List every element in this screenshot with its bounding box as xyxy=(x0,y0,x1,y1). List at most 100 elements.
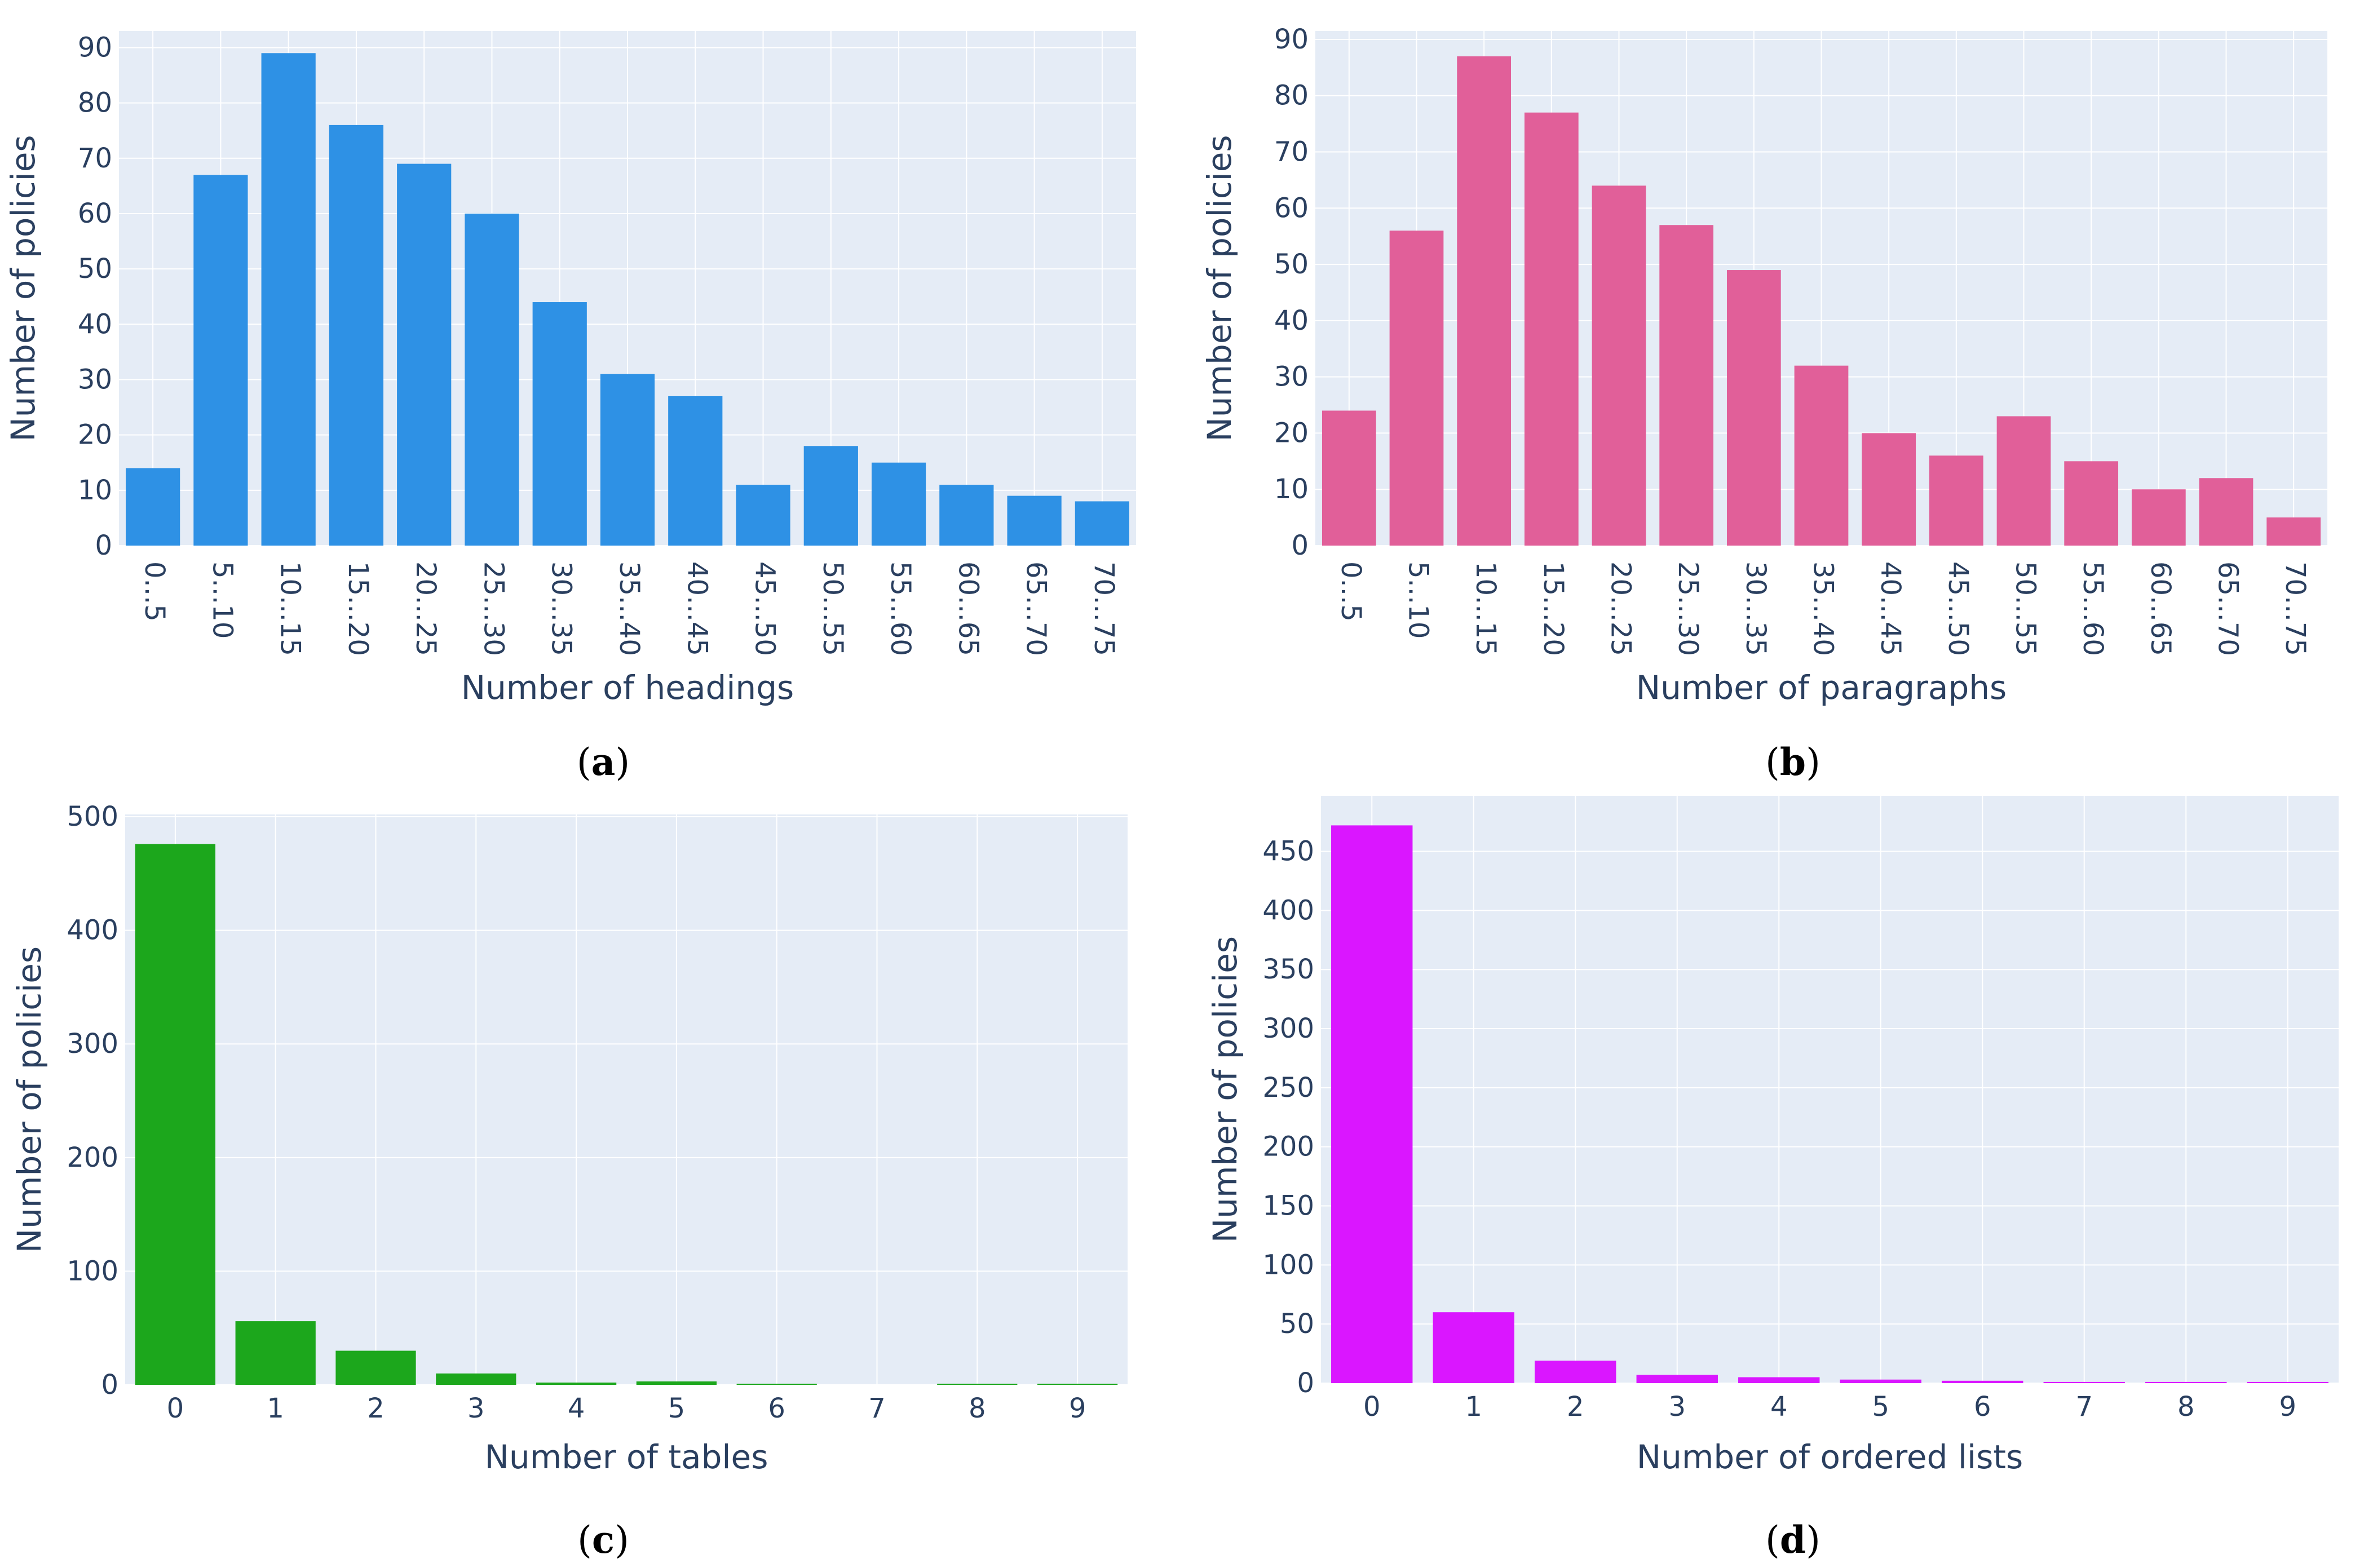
x-tick-label: 60...65 xyxy=(952,561,984,656)
x-tick-label: 7 xyxy=(868,1393,886,1424)
bar-b-8 xyxy=(1862,433,1916,546)
panel-label-letter: a xyxy=(591,740,616,784)
panel-label-open: ( xyxy=(577,741,591,784)
panel-label-close: ) xyxy=(615,741,630,784)
x-tick-label: 9 xyxy=(1069,1393,1086,1424)
y-tick-label: 70 xyxy=(1274,136,1309,168)
bar-d-3 xyxy=(1636,1375,1718,1383)
y-tick-label: 300 xyxy=(67,1028,118,1060)
y-tick-label: 90 xyxy=(1274,24,1309,55)
bar-b-6 xyxy=(1726,270,1781,546)
plot-area xyxy=(1321,796,2339,1383)
bar-a-7 xyxy=(600,374,655,546)
x-tick-label: 15...20 xyxy=(342,561,374,656)
bar-a-1 xyxy=(193,175,248,546)
y-tick-label: 80 xyxy=(78,87,112,119)
y-tick-label: 60 xyxy=(1274,192,1309,224)
y-tick-label: 0 xyxy=(1291,530,1309,561)
x-tick-label: 45...50 xyxy=(1942,561,1974,656)
x-tick-label: 2 xyxy=(1567,1391,1584,1423)
y-tick-label: 40 xyxy=(1274,305,1309,336)
y-tick-label: 250 xyxy=(1262,1072,1314,1104)
panel-label-open: ( xyxy=(1765,1518,1780,1562)
panel-label-open: ( xyxy=(1765,741,1780,784)
bar-b-13 xyxy=(2199,478,2253,546)
y-tick-label: 50 xyxy=(1280,1308,1314,1340)
bar-a-13 xyxy=(1007,495,1062,546)
y-tick-label: 450 xyxy=(1262,836,1314,867)
panel-label: (b) xyxy=(1765,740,1820,784)
x-tick-label: 70...75 xyxy=(2279,561,2311,656)
x-tick-label: 15...20 xyxy=(1537,561,1569,656)
bar-c-4 xyxy=(536,1382,617,1385)
y-tick-label: 20 xyxy=(1274,417,1309,449)
x-tick-label: 6 xyxy=(768,1393,785,1424)
bar-b-14 xyxy=(2266,517,2321,546)
x-tick-label: 0...5 xyxy=(1335,561,1367,622)
x-tick-label: 65...70 xyxy=(1020,561,1052,656)
bar-c-9 xyxy=(1037,1383,1118,1385)
bar-d-4 xyxy=(1738,1377,1820,1383)
y-tick-label: 0 xyxy=(101,1369,118,1401)
panel-label: (c) xyxy=(577,1518,629,1562)
panel-label-open: ( xyxy=(577,1518,592,1562)
x-tick-label: 8 xyxy=(969,1393,986,1424)
panel-label-close: ) xyxy=(1806,741,1820,784)
x-axis-title: Number of headings xyxy=(461,668,794,707)
bar-b-0 xyxy=(1322,410,1376,546)
y-tick-label: 300 xyxy=(1262,1013,1314,1044)
x-axis-title: Number of paragraphs xyxy=(1636,668,2007,707)
y-tick-label: 30 xyxy=(1274,361,1309,393)
bar-d-1 xyxy=(1433,1312,1514,1383)
bar-b-11 xyxy=(2064,461,2119,546)
x-tick-label: 0...5 xyxy=(139,561,170,622)
chart-c: 0 100 200 300 400 500 0 1 2 3 4 5 6 7 8 9 Number of tabl… xyxy=(10,801,1128,1562)
x-tick-label: 10...15 xyxy=(275,561,306,656)
bar-d-8 xyxy=(2145,1381,2227,1383)
bar-a-2 xyxy=(261,53,316,546)
bar-b-12 xyxy=(2131,489,2186,546)
bar-a-14 xyxy=(1075,501,1129,546)
y-axis-title: Number of policies xyxy=(4,135,42,441)
bar-a-8 xyxy=(668,396,723,546)
x-tick-label: 3 xyxy=(467,1393,485,1424)
x-tick-label: 30...35 xyxy=(1740,561,1771,656)
bar-c-5 xyxy=(636,1381,717,1385)
bar-a-3 xyxy=(329,125,384,546)
x-axis-title: Number of tables xyxy=(485,1438,768,1476)
bar-d-2 xyxy=(1535,1361,1616,1383)
y-tick-label: 100 xyxy=(67,1255,118,1287)
bar-c-3 xyxy=(436,1373,516,1385)
y-tick-label: 10 xyxy=(78,475,112,506)
x-tick-label: 1 xyxy=(1465,1391,1482,1423)
y-axis-title: Number of policies xyxy=(1200,135,1239,441)
y-tick-label: 10 xyxy=(1274,473,1309,505)
x-tick-label: 4 xyxy=(568,1393,585,1424)
bar-b-9 xyxy=(1929,455,1983,546)
panel-label-letter: b xyxy=(1780,740,1806,784)
bar-b-7 xyxy=(1794,365,1849,546)
y-tick-label: 80 xyxy=(1274,80,1309,112)
x-tick-label: 20...25 xyxy=(1605,561,1637,656)
bar-b-3 xyxy=(1524,112,1579,546)
y-tick-label: 350 xyxy=(1262,954,1314,985)
bar-a-12 xyxy=(939,485,994,546)
bar-b-5 xyxy=(1659,225,1714,546)
bar-c-1 xyxy=(235,1321,316,1385)
y-tick-label: 500 xyxy=(67,801,118,832)
panel-label-close: ) xyxy=(1806,1518,1820,1562)
x-tick-label: 10...15 xyxy=(1470,561,1501,656)
bar-d-7 xyxy=(2043,1381,2125,1383)
y-tick-label: 50 xyxy=(1274,249,1309,280)
bar-a-4 xyxy=(397,163,452,546)
chart-d: 0 50 100 150 200 250 300 350 400 450 0 1 2 3 4 5 6 7 8 9 Num… xyxy=(1206,796,2339,1562)
x-axis-title: Number of ordered lists xyxy=(1637,1438,2023,1476)
x-tick-label: 35...40 xyxy=(613,561,645,656)
bar-d-0 xyxy=(1331,825,1413,1383)
x-tick-label: 25...30 xyxy=(478,561,509,656)
x-tick-label: 40...45 xyxy=(1875,561,1906,656)
panel-label-letter: d xyxy=(1780,1518,1806,1562)
x-tick-label: 35...40 xyxy=(1808,561,1839,656)
panel-label-close: ) xyxy=(615,1518,629,1562)
